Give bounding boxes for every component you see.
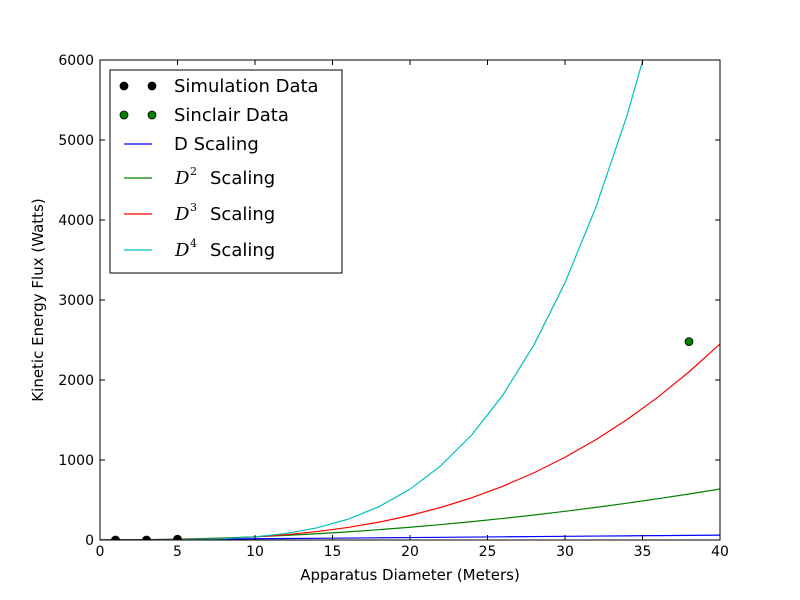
legend-marker [147, 110, 157, 120]
legend-marker [147, 81, 157, 91]
series-line-3 [100, 60, 644, 540]
data-point-0 [142, 535, 151, 540]
y-axis-label: Kinetic Energy Flux (Watts) [29, 198, 47, 401]
y-tick-label: 6000 [58, 53, 94, 69]
x-tick-label: 40 [711, 544, 729, 560]
legend-box [109, 69, 343, 274]
legend-label: Scaling [210, 240, 275, 261]
x-tick-label: 20 [401, 544, 419, 560]
legend-label: D Scaling [174, 134, 259, 155]
y-axis-ticks: 0 1000 2000 3000 4000 5000 6000 [58, 53, 720, 549]
legend-marker [119, 110, 129, 120]
data-point-1 [684, 337, 694, 347]
x-tick-label: 5 [173, 544, 182, 560]
legend-label: Sinclair Data [174, 105, 289, 126]
y-tick-label: 1000 [58, 453, 94, 469]
legend-label: Scaling [210, 204, 275, 225]
y-tick-label: 3000 [58, 293, 94, 309]
legend-math: D [174, 240, 190, 261]
legend-math: D [174, 204, 190, 225]
legend-label: Scaling [210, 168, 275, 189]
points-layer [111, 337, 694, 540]
data-point-0 [111, 535, 120, 540]
series-line-2 [100, 343, 720, 540]
legend-superscript: 4 [190, 237, 197, 250]
y-tick-label: 0 [85, 533, 94, 549]
x-tick-label: 30 [556, 544, 574, 560]
x-tick-label: 25 [479, 544, 497, 560]
legend-superscript: 3 [190, 201, 197, 214]
x-axis-label: Apparatus Diameter (Meters) [300, 566, 520, 584]
y-tick-label: 5000 [58, 133, 94, 149]
x-tick-label: 35 [634, 544, 652, 560]
x-tick-label: 15 [324, 544, 342, 560]
legend-label: Simulation Data [174, 76, 319, 97]
legend-marker [119, 81, 129, 91]
y-tick-label: 2000 [58, 373, 94, 389]
legend-math: D [174, 168, 190, 189]
x-tick-label: 0 [96, 544, 105, 560]
y-tick-label: 4000 [58, 213, 94, 229]
x-tick-label: 10 [246, 544, 264, 560]
legend-superscript: 2 [190, 165, 197, 178]
x-axis-ticks: 0 5 10 15 20 25 30 35 40 [96, 60, 729, 560]
series-line-1 [100, 488, 720, 540]
